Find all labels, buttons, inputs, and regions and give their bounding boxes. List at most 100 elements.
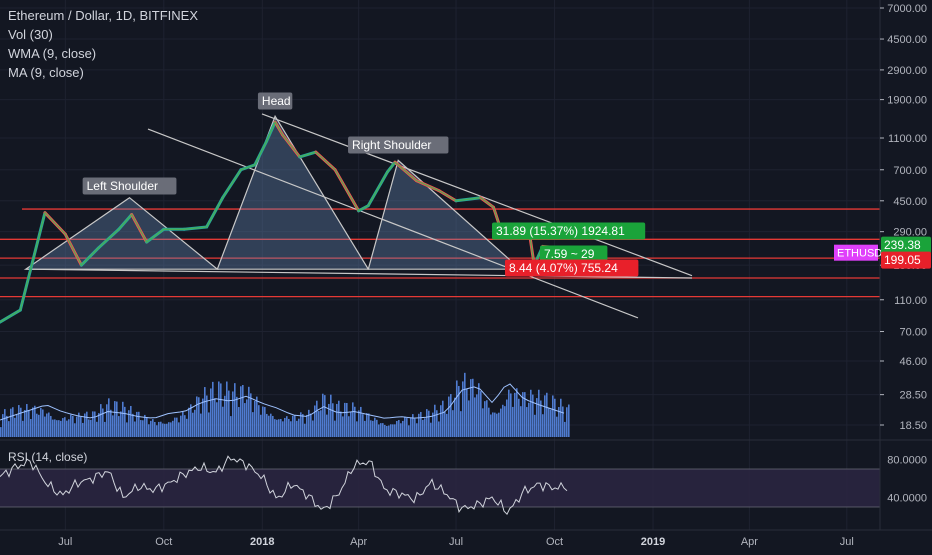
volume-bar [60,420,62,437]
volume-bar [448,396,450,437]
volume-bar [428,410,430,437]
volume-bar [16,414,18,437]
volume-bar [358,410,360,437]
volume-bar [532,394,534,437]
volume-bar [302,414,304,437]
volume-bar [158,421,160,437]
time-axis-label: 2019 [641,536,665,548]
volume-bar [236,396,238,437]
volume-bar [338,400,340,437]
volume-bar [510,393,512,437]
volume-bar [228,390,230,437]
volume-bar [120,411,122,437]
volume-bar [304,423,306,437]
volume-bar [28,410,30,437]
volume-bar [106,404,108,437]
volume-bar [480,391,482,437]
time-axis-label: Jul [840,536,854,548]
volume-bar [94,411,96,437]
volume-bar [82,422,84,437]
volume-bar [206,395,208,437]
volume-bar [356,421,358,437]
measure-small-label-text: 7.59 ~ 29 [544,247,595,261]
volume-bar [530,389,532,437]
volume-bar [544,395,546,437]
volume-bar [388,425,390,437]
volume-bar [172,420,174,437]
price-axis-label: 7000.00 [887,3,927,15]
volume-bar [18,405,20,437]
volume-bar [446,413,448,437]
indicator-volume[interactable]: Vol (30) [8,27,53,42]
volume-bar [490,414,492,437]
volume-bar [350,411,352,437]
volume-bar [128,410,130,437]
volume-bar [384,424,386,437]
price-axis-label: 4500.00 [887,34,927,46]
volume-bar [554,398,556,437]
volume-bar [526,407,528,437]
volume-bar [180,415,182,437]
volume-bar [140,420,142,437]
volume-bar [80,416,82,437]
rsi-label[interactable]: RSI (14, close) [8,450,87,464]
volume-bar [452,410,454,437]
volume-bar [244,403,246,437]
volume-bar [262,406,264,437]
volume-bar [352,402,354,437]
volume-bar [20,407,22,437]
volume-bar [150,420,152,437]
volume-bar [314,405,316,437]
volume-bar [214,398,216,437]
volume-bar [84,413,86,437]
volume-bar [336,403,338,437]
level-price-tag: 199.05 [881,251,931,269]
volume-bars [0,372,570,437]
volume-bar [416,423,418,437]
volume-bar [154,422,156,437]
volume-bar [542,414,544,437]
indicator-ma[interactable]: MA (9, close) [8,65,84,80]
price-axis-label: 110.00 [894,295,927,307]
volume-bar [70,414,72,437]
volume-bar [138,411,140,437]
volume-bar [156,425,158,437]
volume-bar [274,419,276,437]
volume-bar [376,419,378,437]
volume-bar [246,399,248,437]
volume-bar [406,418,408,437]
volume-bar [370,420,372,437]
volume-bar [136,411,138,437]
volume-ma-line [0,383,565,421]
volume-bar [38,414,40,437]
last-price-tag-bg [881,236,931,254]
volume-bar [504,406,506,437]
volume-bar [444,411,446,437]
volume-bar [520,406,522,437]
volume-bar [260,414,262,437]
volume-bar [88,419,90,437]
volume-bar [134,421,136,437]
indicator-wma[interactable]: WMA (9, close) [8,46,97,61]
volume-bar [212,381,214,437]
volume-bar [130,405,132,437]
volume-bar [90,419,92,437]
volume-bar [282,421,284,437]
volume-bar [266,413,268,437]
volume-bar [566,407,568,437]
volume-bar [26,404,28,437]
measure-small-label: 7.59 ~ 29 [540,245,608,263]
volume-bar [456,380,458,437]
volume-bar [74,423,76,437]
volume-bar [396,420,398,437]
volume-bar [438,421,440,437]
volume-bar [216,402,218,437]
price-axis-label: 18.50 [899,420,927,432]
volume-bar [390,424,392,437]
volume-bar [486,400,488,437]
volume-bar [470,379,472,437]
volume-bar [536,398,538,437]
volume-bar [418,413,420,437]
volume-bar [242,385,244,437]
